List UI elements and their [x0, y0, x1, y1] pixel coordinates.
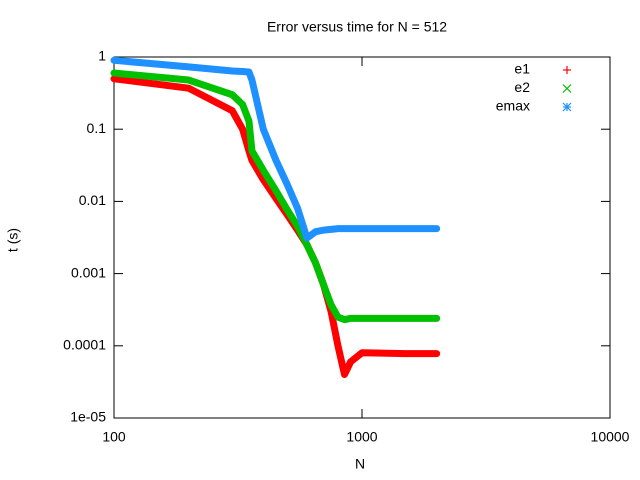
x-tick-label: 1000	[346, 429, 377, 445]
chart-title: Error versus time for N = 512	[267, 19, 447, 35]
x-axis-label: N	[355, 456, 365, 472]
y-tick-label: 0.001	[71, 264, 106, 280]
x-tick-label: 10000	[591, 429, 630, 445]
legend-label: e1	[514, 61, 530, 77]
legend-label: e2	[514, 79, 530, 95]
y-tick-label: 0.1	[87, 120, 107, 136]
x-tick-label: 100	[102, 429, 126, 445]
y-axis-label: t (s)	[5, 228, 21, 252]
legend-marker	[562, 84, 572, 93]
y-tick-label: 1	[98, 48, 106, 64]
legend-marker	[562, 102, 572, 112]
y-tick-label: 0.01	[79, 192, 106, 208]
series-line	[110, 56, 441, 242]
y-tick-label: 1e-05	[70, 409, 106, 425]
y-tick-label: 0.0001	[63, 337, 106, 353]
series-line	[110, 69, 441, 324]
legend-label: emax	[496, 98, 530, 114]
